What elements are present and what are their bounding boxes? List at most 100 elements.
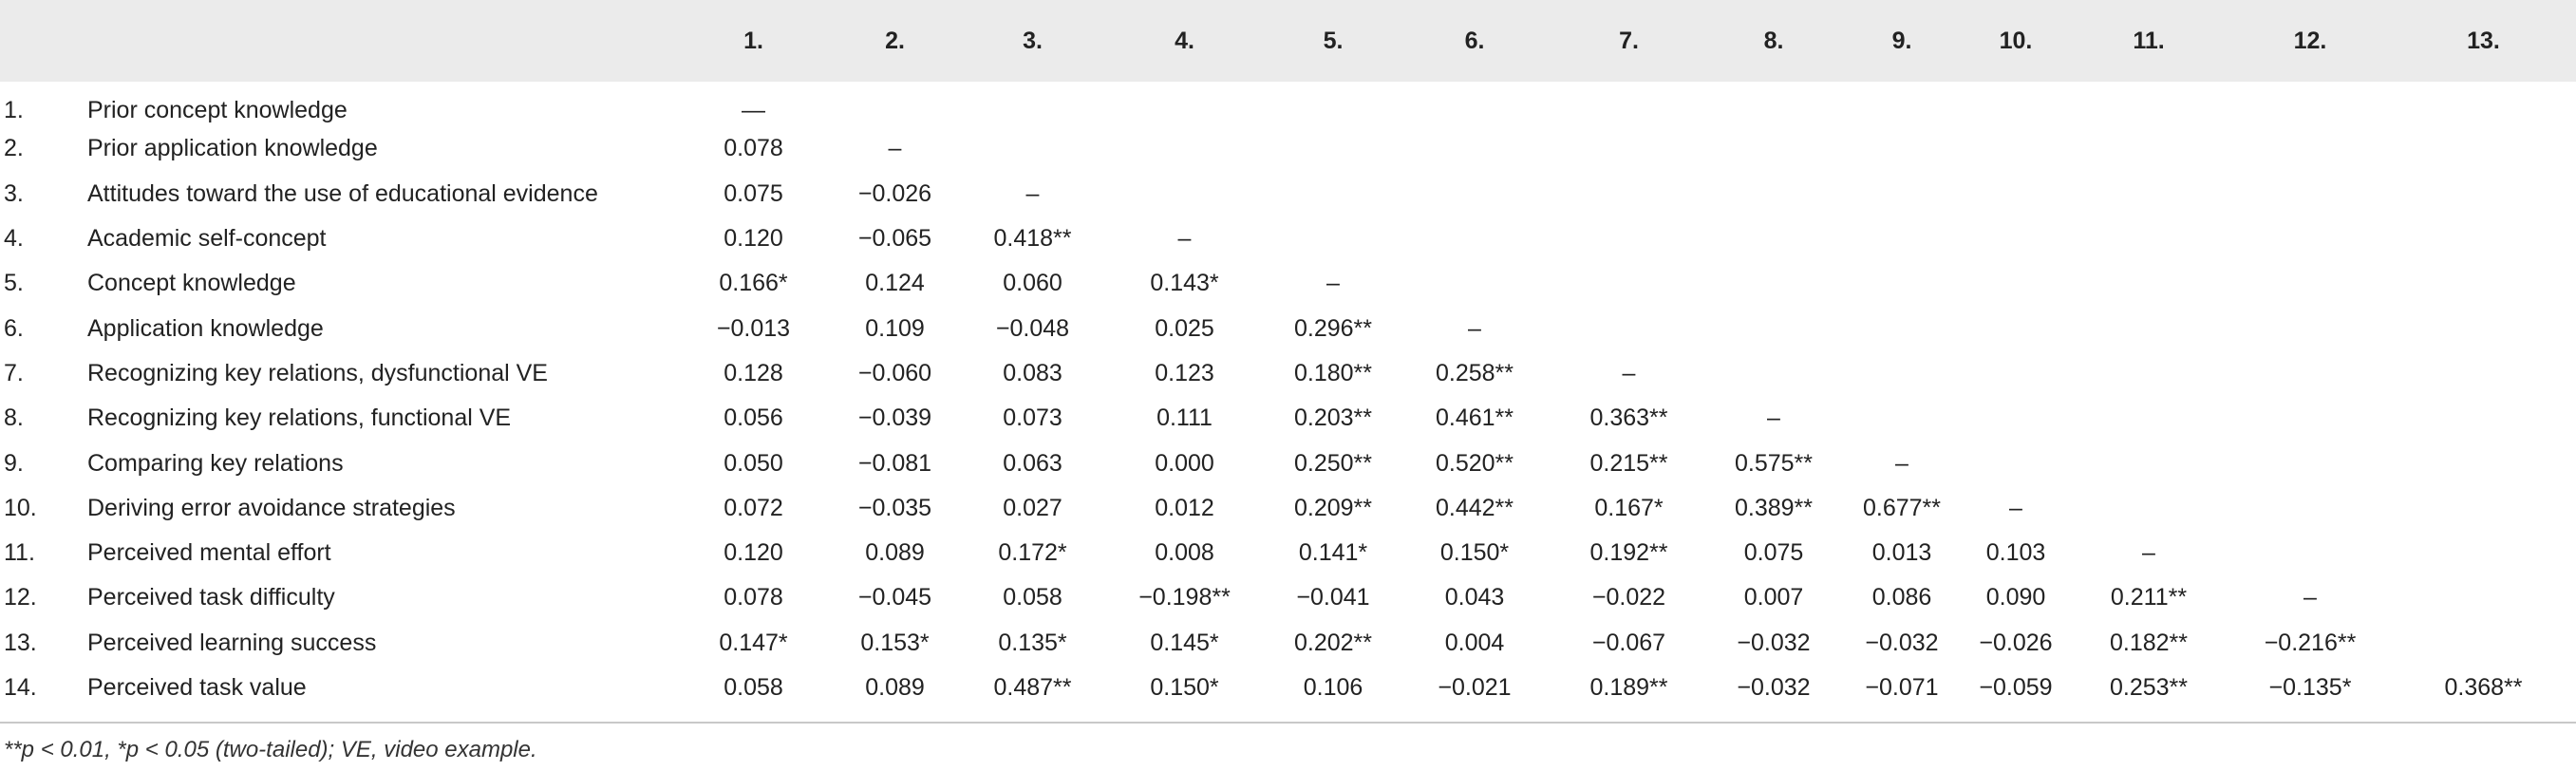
row-label: Recognizing key relations, dysfunctional… — [87, 359, 548, 386]
column-header — [87, 0, 681, 82]
correlation-table: 1. 2. 3. 4. 5. 6. 7. 8. 9. 10. 11. 12. 13. 1. Prior c… — [0, 0, 2576, 710]
row-label: Perceived learning success — [87, 629, 377, 656]
correlation-cell: −0.067 — [1591, 629, 1666, 656]
row-number: 6. — [4, 314, 24, 342]
correlation-cell — [2068, 396, 2229, 441]
row-number: 10. — [4, 494, 37, 521]
column-header: 7. — [1619, 27, 1639, 54]
correlation-cell: 0.363** — [1589, 404, 1668, 432]
correlation-cell: 0.075 — [724, 179, 783, 207]
column-header — [0, 0, 87, 82]
correlation-cell: −0.135* — [2268, 674, 2352, 701]
row-number: 3. — [4, 179, 24, 207]
row-number: 14. — [4, 674, 37, 701]
correlation-cell: – — [888, 135, 902, 162]
correlation-cell — [1101, 126, 1268, 171]
correlation-cell: 0.123 — [1155, 359, 1214, 386]
correlation-cell: −0.198** — [1138, 584, 1231, 611]
row-label: Prior concept knowledge — [87, 97, 348, 124]
correlation-cell — [1551, 82, 1707, 126]
column-header: 5. — [1323, 27, 1344, 54]
correlation-cell — [1399, 82, 1551, 126]
correlation-cell: 0.192** — [1589, 539, 1668, 567]
header-row: 1. 2. 3. 4. 5. 6. 7. 8. 9. 10. 11. 12. 13. — [0, 0, 2576, 82]
correlation-cell — [1840, 172, 1964, 216]
correlation-cell: 0.442** — [1435, 494, 1514, 521]
correlation-cell: 0.120 — [724, 539, 783, 567]
correlation-cell: −0.032 — [1865, 629, 1939, 656]
correlation-cell — [1840, 261, 1964, 306]
correlation-cell — [2391, 441, 2576, 485]
table-body: 1. Prior concept knowledge — 2. Prior applic… — [0, 82, 2576, 710]
correlation-cell — [1268, 216, 1399, 261]
correlation-cell: 0.013 — [1871, 539, 1932, 567]
column-header: 10. — [1999, 27, 2033, 54]
correlation-cell: – — [1177, 225, 1192, 253]
table-row: 2. Prior application knowledge 0.078 – — [0, 126, 2576, 171]
correlation-cell — [1707, 351, 1840, 396]
correlation-cell — [2229, 216, 2391, 261]
row-label: Perceived task difficulty — [87, 584, 335, 611]
correlation-cell — [2391, 82, 2576, 126]
correlation-cell — [1840, 306, 1964, 350]
row-number: 7. — [4, 359, 24, 386]
column-header: 8. — [1763, 27, 1784, 54]
correlation-cell — [1399, 126, 1551, 171]
correlation-cell: −0.026 — [857, 179, 932, 207]
correlation-cell — [2068, 441, 2229, 485]
correlation-cell: 0.128 — [724, 359, 783, 386]
row-number: 1. — [4, 97, 24, 124]
correlation-cell — [1268, 172, 1399, 216]
table-row: 9. Comparing key relations 0.050 −0.081 0.06… — [0, 441, 2576, 485]
correlation-cell: 0.167* — [1594, 494, 1664, 521]
correlation-cell — [2391, 396, 2576, 441]
correlation-cell: 0.090 — [1985, 584, 2046, 611]
column-header: 1. — [743, 27, 763, 54]
row-label: Recognizing key relations, functional VE — [87, 404, 512, 432]
correlation-cell — [1707, 306, 1840, 350]
correlation-cell — [2391, 621, 2576, 666]
correlation-cell: – — [2009, 494, 2022, 521]
correlation-cell: 0.004 — [1444, 629, 1505, 656]
correlation-cell: 0.078 — [724, 135, 783, 162]
correlation-cell — [1964, 216, 2068, 261]
correlation-cell: 0.182** — [2109, 629, 2189, 656]
correlation-cell — [1707, 261, 1840, 306]
table-row: 4. Academic self-concept 0.120 −0.065 0.418*… — [0, 216, 2576, 261]
correlation-cell — [1268, 126, 1399, 171]
correlation-cell: 0.172* — [998, 539, 1067, 567]
correlation-cell: 0.150* — [1150, 674, 1219, 701]
table-row: 10. Deriving error avoidance strategies 0.… — [0, 486, 2576, 531]
correlation-cell — [2068, 172, 2229, 216]
correlation-cell: −0.071 — [1865, 674, 1939, 701]
row-number: 12. — [4, 584, 37, 611]
correlation-cell — [1840, 351, 1964, 396]
correlation-cell: 0.109 — [865, 314, 925, 342]
correlation-cell: 0.215** — [1589, 449, 1668, 477]
correlation-cell — [1964, 306, 2068, 350]
row-label: Perceived mental effort — [87, 539, 331, 567]
correlation-cell: 0.089 — [865, 674, 925, 701]
correlation-cell: −0.035 — [857, 494, 932, 521]
correlation-cell: – — [1326, 270, 1340, 297]
column-header: 6. — [1464, 27, 1485, 54]
correlation-cell: – — [2142, 539, 2155, 567]
correlation-cell — [1964, 126, 2068, 171]
column-header: 9. — [1891, 27, 1912, 54]
correlation-cell: 0.050 — [724, 449, 783, 477]
correlation-cell: 0.150* — [1439, 539, 1510, 567]
correlation-cell — [1268, 82, 1399, 126]
row-label: Comparing key relations — [87, 449, 344, 477]
correlation-cell — [2391, 216, 2576, 261]
row-label: Concept knowledge — [87, 270, 296, 297]
correlation-cell — [1964, 396, 2068, 441]
correlation-cell: 0.258** — [1435, 359, 1514, 386]
table-row: 1. Prior concept knowledge — — [0, 82, 2576, 126]
correlation-cell — [2068, 486, 2229, 531]
correlation-cell: 0.143* — [1150, 270, 1219, 297]
correlation-cell: 0.056 — [724, 404, 783, 432]
correlation-cell — [1101, 82, 1268, 126]
correlation-cell: −0.065 — [857, 225, 932, 253]
row-label: Deriving error avoidance strategies — [87, 494, 456, 521]
correlation-cell — [1551, 126, 1707, 171]
